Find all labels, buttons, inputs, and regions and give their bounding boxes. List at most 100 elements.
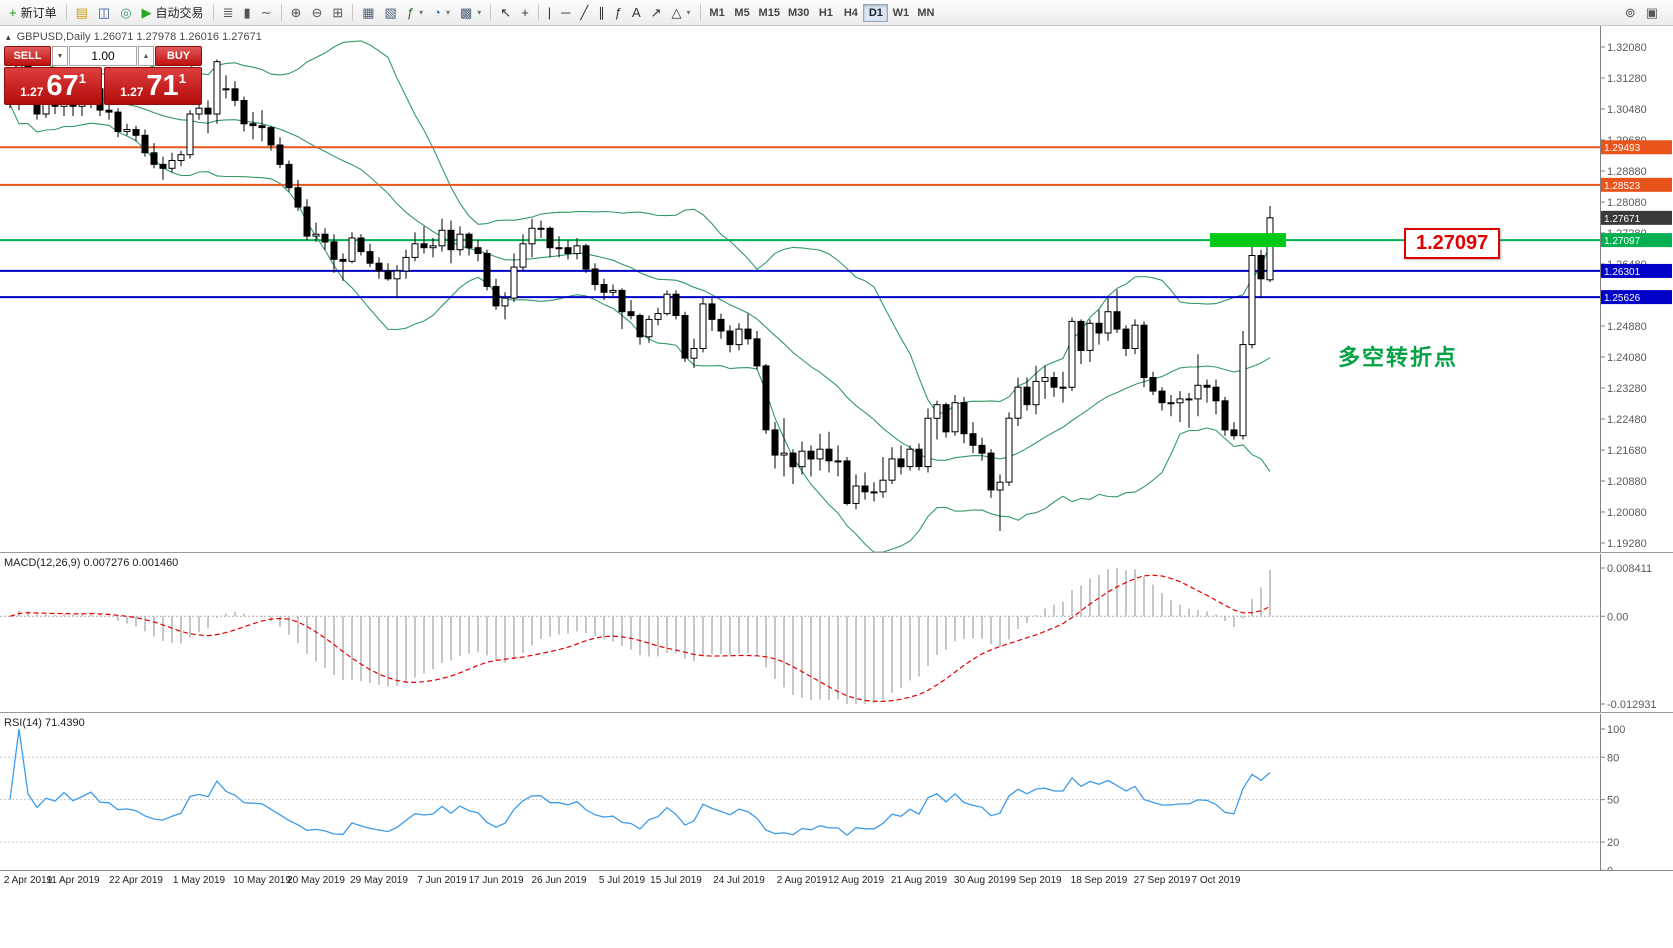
candle [744,328,752,340]
trendline-icon[interactable]: ╱ [575,2,593,24]
macd-scale-label: 0.008411 [1607,563,1652,575]
rsi-scale-label: 20 [1607,837,1619,849]
volume-down-button[interactable]: ▼ [52,46,68,66]
volume-up-button[interactable]: ▲ [138,46,154,66]
trade-controls-row: SELL ▼ ▲ BUY [4,46,202,66]
vertical-line-icon[interactable]: | [543,2,556,24]
price-scale-label: 1.22480 [1607,414,1647,426]
data-window-icon[interactable]: ▣ [1641,2,1663,24]
zoom-in-icon[interactable]: ⊕ [286,2,307,24]
navigator-icon[interactable]: ◎ [115,2,136,24]
sell-button[interactable]: SELL [4,46,51,66]
main-chart-panel[interactable]: 1.320801.312801.304801.296801.288801.280… [0,26,1673,552]
time-axis[interactable]: 2 Apr 2019 11 Apr 2019 22 Apr 2019 1 May 20… [0,870,1673,892]
price-axis-tag [1601,263,1672,278]
candle [933,404,941,419]
highlight-rectangle[interactable] [1210,233,1286,248]
tile-windows-icon[interactable]: ⊞ [327,2,348,24]
candle [1140,324,1148,379]
date-label: 21 Aug 2019 [890,875,948,886]
timeframe-m15[interactable]: M15 [755,4,784,22]
shapes-icon[interactable]: △ ▾ [667,2,696,24]
sell-price-tile[interactable]: 1.27 67 1 [4,67,102,105]
timeframe-m1[interactable]: M1 [705,4,730,22]
candlestick-mode-icon[interactable]: ▮ [238,2,255,24]
candle [429,245,437,249]
timeframe-h4[interactable]: H4 [838,4,863,22]
indicators-icon-glyph: ƒ [406,5,415,20]
candle [474,247,482,254]
search-icon-glyph: ⊚ [1624,5,1636,20]
price-scale-label: 1.24880 [1607,321,1647,333]
candle [150,152,158,165]
price-axis-tag-label: 1.27097 [1604,236,1641,247]
search-icon[interactable]: ⊚ [1620,2,1641,24]
periods-icon[interactable]: ◔ ▾ [428,2,455,24]
timeframe-m30[interactable]: M30 [784,4,813,22]
date-label: 9 Sep 2019 [1010,875,1062,886]
arrange-charts-icon[interactable]: ▦ [357,2,379,24]
candle [582,245,590,270]
rsi-value: 71.4390 [44,717,85,729]
indicators-icon[interactable]: ƒ ▾ [402,2,428,24]
panel-resize-divider[interactable] [0,552,1673,554]
candle [168,160,176,169]
timeframe-m5[interactable]: M5 [730,4,755,22]
candle [942,404,950,433]
timeframe-w1[interactable]: W1 [888,4,913,22]
market-watch-icon-glyph: ◫ [97,5,111,20]
one-click-trading-panel: SELL ▼ ▲ BUY 1.27 67 1 1.27 71 1 [4,46,202,105]
rsi-panel[interactable]: 100 80 50 20 0 RSI(14) 71.4390 [0,714,1673,870]
toolbar-group: ▤ ◫ ◎ ▶ 自动交易 [71,0,209,26]
candle [519,243,527,268]
volume-input[interactable] [69,46,137,66]
new-order-button[interactable]: + 新订单 [4,2,62,24]
timeframe-h1[interactable]: H1 [813,4,838,22]
candle [960,402,968,435]
horizontal-line-icon[interactable]: ─ [556,2,575,24]
fibonacci-icon[interactable]: ƒ [610,2,627,24]
macd-scale-label: 0.00 [1607,611,1628,623]
toolbar-right-group: ⊚ ▣ [1620,2,1663,24]
zoom-out-icon[interactable]: ⊖ [306,2,327,24]
price-level-callout[interactable]: 1.27097 [1404,228,1501,259]
date-label: 24 Jul 2019 [713,875,765,886]
price-axis-tag-label: 1.27671 [1604,214,1641,225]
candle [528,227,536,245]
text-icon[interactable]: A [627,2,646,24]
bar-chart-mode-icon[interactable]: ≣ [218,2,239,24]
chevron-down-icon: ▾ [445,8,450,17]
price-axis-tag-label: 1.25626 [1604,293,1641,304]
market-watch-icon[interactable]: ◫ [93,2,115,24]
macd-values: 0.007276 0.001460 [83,557,179,569]
channel-icon[interactable]: ∥ [593,2,610,24]
line-chart-mode-icon[interactable]: ∼ [256,2,277,24]
timeframe-mn[interactable]: MN [913,4,938,22]
candle [456,233,464,251]
date-label: 27 Sep 2019 [1133,875,1191,886]
date-label: 11 Apr 2019 [46,875,100,886]
cascade-charts-icon[interactable]: ▧ [380,2,402,24]
templates-icon[interactable]: ▩ ▾ [455,2,486,24]
cursor-icon[interactable]: ↖ [495,2,516,24]
shapes-icon-glyph: △ [671,5,682,20]
buy-price-tile[interactable]: 1.27 71 1 [104,67,202,105]
buy-button[interactable]: BUY [155,46,202,66]
candle [501,297,509,307]
tile-windows-icon-glyph: ⊞ [332,5,344,20]
candle [663,293,671,315]
candle [618,289,626,313]
arrow-tools-icon[interactable]: ↗ [646,2,667,24]
autotrading-button[interactable]: ▶ 自动交易 [137,2,209,24]
crosshair-icon[interactable]: + [516,2,534,24]
candle [672,293,680,317]
charts-window-icon[interactable]: ▤ [71,2,93,24]
collapse-arrow-icon[interactable]: ▴ [6,32,11,42]
turning-point-annotation[interactable]: 多空转折点 [1338,345,1459,370]
candle [654,313,662,320]
timeframe-d1[interactable]: D1 [863,3,889,22]
candle [1185,398,1193,401]
macd-panel[interactable]: 0.008411 0.00 -0.012931 MACD(12,26,9) 0.00… [0,554,1673,712]
date-label: 2 Apr 2019 [3,875,53,886]
panel-resize-divider[interactable] [0,712,1673,714]
